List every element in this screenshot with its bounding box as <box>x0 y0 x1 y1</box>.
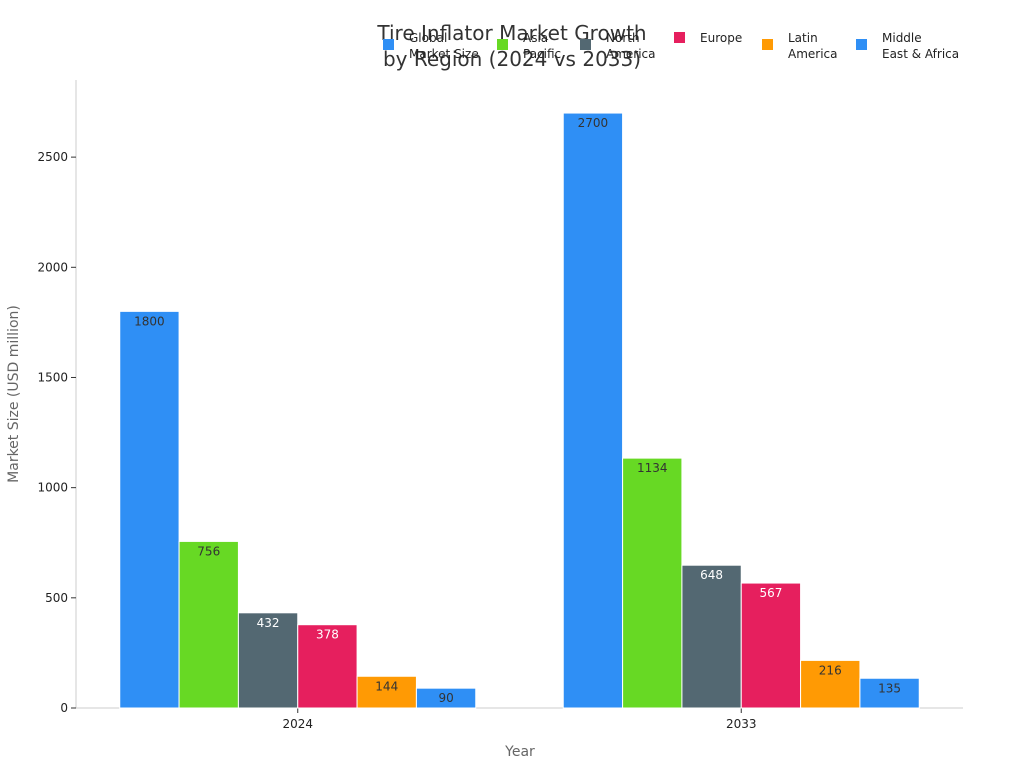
legend-label: America <box>788 47 838 61</box>
bar-value-label: 90 <box>438 691 453 705</box>
bar <box>562 112 624 709</box>
legend-swatch <box>497 39 508 50</box>
bar <box>859 677 920 709</box>
chart-title: Tire Inflator Market Growth by Region (2… <box>376 21 646 71</box>
y-axis-title: Market Size (USD million) <box>6 305 22 483</box>
legend-label: Asia <box>523 31 548 45</box>
bar-value-label: 1800 <box>134 314 165 328</box>
legend-label: America <box>606 47 656 61</box>
bar <box>297 624 358 709</box>
legend-swatch <box>762 39 773 50</box>
chart-legend: Global Market Size Asia Pacific North America… <box>383 31 959 61</box>
bar <box>119 310 180 709</box>
y-tick-label: 500 <box>45 591 68 605</box>
bar-value-label: 1134 <box>637 461 668 475</box>
bar <box>681 564 742 709</box>
bars-group: 1800 756 432 378 144 90 2700 1134 648 567 216 135 <box>119 112 920 709</box>
x-tick-label: 2024 <box>282 717 313 731</box>
bar-value-label: 135 <box>878 681 901 695</box>
legend-swatch <box>580 39 591 50</box>
bar-value-label: 378 <box>316 628 339 642</box>
legend-item: Global Market Size <box>383 31 479 61</box>
legend-label: Pacific <box>523 47 561 61</box>
bar-value-label: 432 <box>257 616 280 630</box>
y-tick-label: 1500 <box>37 370 68 384</box>
legend-item: Asia Pacific <box>497 31 561 61</box>
x-tick-label: 2033 <box>726 717 757 731</box>
legend-label: Europe <box>700 31 742 45</box>
bar-value-label: 2700 <box>578 116 609 130</box>
x-axis-title: Year <box>504 744 535 760</box>
legend-label: North <box>606 31 640 45</box>
y-tick-label: 1000 <box>37 481 68 495</box>
bar <box>622 457 683 709</box>
legend-label: East & Africa <box>882 47 959 61</box>
legend-item: Latin America <box>762 31 838 61</box>
bar-value-label: 567 <box>759 586 782 600</box>
legend-swatch <box>383 39 394 50</box>
bar <box>237 612 299 709</box>
chart-title-line-1: Tire Inflator Market Growth <box>376 21 646 45</box>
bar-value-label: 144 <box>375 679 398 693</box>
legend-label: Middle <box>882 31 922 45</box>
chart-title-line-2: by Region (2024 vs 2033) <box>383 47 641 71</box>
bar-value-label: 756 <box>197 544 220 558</box>
legend-item: Middle East & Africa <box>856 31 959 61</box>
legend-swatch <box>856 39 867 50</box>
y-tick-label: 2000 <box>37 260 68 274</box>
legend-item: Europe <box>674 31 742 45</box>
bar-value-label: 648 <box>700 568 723 582</box>
bar <box>356 675 417 709</box>
y-tick-label: 2500 <box>37 150 68 164</box>
legend-label: Latin <box>788 31 818 45</box>
y-tick-label: 0 <box>60 701 68 715</box>
legend-item: North America <box>580 31 656 61</box>
bar <box>740 582 802 709</box>
legend-swatch <box>674 32 685 43</box>
bar <box>415 687 477 709</box>
chart-axes: 0 500 1000 1500 2000 2500 2024 2033 <box>37 80 963 731</box>
bar <box>178 540 239 709</box>
legend-label: Global <box>409 31 447 45</box>
legend-label: Market Size <box>409 47 479 61</box>
bar-value-label: 216 <box>819 663 842 677</box>
